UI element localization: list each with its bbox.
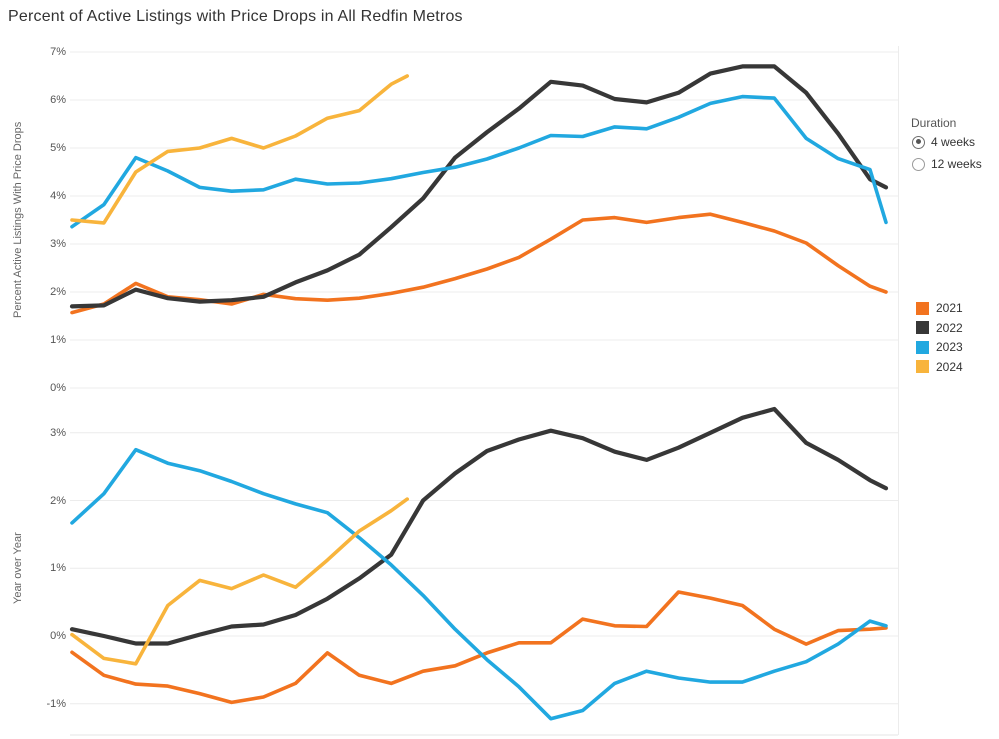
y-tick-label: 2% (50, 286, 66, 298)
legend-label: 2023 (936, 340, 963, 354)
duration-option-label: 12 weeks (931, 157, 982, 171)
legend-item-2023[interactable]: 2023 (916, 340, 963, 354)
chart-title: Percent of Active Listings with Price Dr… (8, 8, 463, 25)
legend-item-2024[interactable]: 2024 (916, 360, 963, 374)
y-tick-label: 3% (50, 426, 66, 439)
y-tick-label: -1% (46, 697, 66, 710)
duration-panel-label: Duration (911, 116, 957, 130)
y-tick-label: 1% (50, 334, 66, 346)
series-line-2022[interactable] (69, 64, 889, 309)
series-line-2021[interactable] (70, 212, 888, 315)
y-tick-label: 0% (50, 382, 66, 394)
legend-label: 2021 (936, 301, 963, 315)
duration-option-12-weeks[interactable]: 12 weeks (912, 157, 982, 171)
legend-swatch-2021 (916, 301, 929, 315)
series-line-2024[interactable] (70, 74, 410, 225)
y-tick-label: 3% (50, 238, 66, 250)
duration-option-4-weeks[interactable]: 4 weeks (912, 135, 975, 149)
series-line-2021[interactable] (70, 590, 888, 705)
legend-swatch-2023 (916, 340, 929, 354)
legend-item-2022[interactable]: 2022 (916, 321, 963, 335)
radio-selected-icon[interactable] (912, 135, 925, 149)
series-line-2024[interactable] (70, 497, 410, 666)
y-tick-label: 6% (50, 94, 66, 106)
y-tick-label: 1% (50, 562, 66, 575)
y-tick-label: 4% (50, 190, 66, 202)
y-tick-label: 0% (50, 630, 66, 642)
legend-label: 2022 (936, 320, 963, 335)
legend-item-2021[interactable]: 2021 (916, 301, 963, 315)
duration-option-label: 4 weeks (931, 135, 976, 149)
y-tick-label: 7% (50, 46, 66, 58)
legend-swatch-2024 (916, 360, 929, 373)
series-line-2023[interactable] (70, 94, 888, 229)
series-line-2023[interactable] (70, 447, 888, 721)
y-axis-label-bottom: Year over Year (12, 532, 24, 605)
y-axis-label-top: Percent Active Listings With Price Drops (12, 121, 24, 319)
y-tick-label: 2% (50, 494, 66, 507)
legend-label: 2024 (936, 359, 963, 374)
series-line-2022[interactable] (69, 406, 889, 646)
legend-swatch-2022 (916, 321, 929, 334)
y-tick-label: 5% (50, 142, 66, 154)
radio-unselected-icon[interactable] (912, 157, 925, 171)
